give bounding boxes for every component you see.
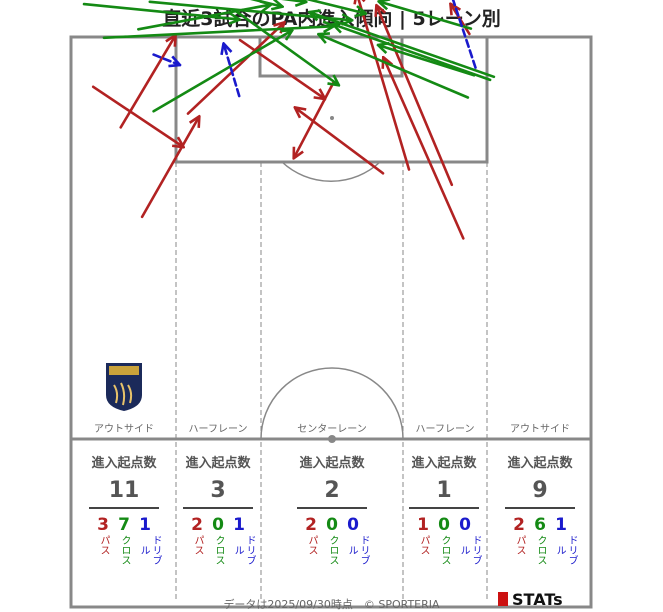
pass-arrow-6 <box>296 108 385 175</box>
cross-count: 0 <box>438 515 450 535</box>
center-circle <box>260 367 404 440</box>
pass-word: パス <box>306 535 317 555</box>
underline <box>505 507 575 509</box>
cross-count: 0 <box>212 515 224 535</box>
cross-word: クロス <box>327 535 338 565</box>
cross-arrow-11 <box>233 8 338 84</box>
lane-panel-2: 進入起点数 3 2 パス 0 クロス 1 ドリブル <box>168 452 268 565</box>
pass-count: 1 <box>417 515 429 535</box>
pass-word: パス <box>192 535 203 555</box>
cross-arrow-1 <box>281 0 305 2</box>
dribble-arrow-2 <box>224 45 241 98</box>
brand-logo: STATs <box>498 590 563 609</box>
lane-label-1: アウトサイド <box>94 423 154 435</box>
cross-arrow-10 <box>305 0 365 13</box>
lane-panel-1: 進入起点数 11 3 パス 7 クロス 1 ドリブル <box>74 452 174 565</box>
lane-panel-3: 進入起点数 2 2 パス 0 クロス 0 ドリブル <box>282 452 382 565</box>
pass-word: パス <box>514 535 525 555</box>
pass-arrow-9 <box>357 0 411 171</box>
club-crest-icon <box>106 363 142 411</box>
dribble-arrow-1 <box>152 53 179 65</box>
start-count-total: 9 <box>532 478 548 503</box>
dribble-word: ドリブル <box>346 535 369 565</box>
underline <box>297 507 367 509</box>
lane-labels: アウトサイド ハーフレーン センターレーン ハーフレーン アウトサイド <box>94 423 570 435</box>
underline <box>409 507 479 509</box>
cross-count: 6 <box>534 515 546 535</box>
cross-word: クロス <box>535 535 546 565</box>
pass-arrow-11 <box>384 58 465 240</box>
lane-panel-4: 進入起点数 1 1 パス 0 クロス 0 ドリブル <box>394 452 494 565</box>
start-count-total: 1 <box>436 478 452 503</box>
dribble-word: ドリブル <box>554 535 577 565</box>
pass-arrow-7 <box>294 81 335 157</box>
cross-arrow-6 <box>137 5 269 31</box>
footer-note: データは2025/09/30時点 © SPORTERIA <box>223 598 440 611</box>
pass-count: 2 <box>513 515 525 535</box>
cross-arrow-15 <box>310 13 496 79</box>
dribble-count: 1 <box>233 515 245 535</box>
cross-word: クロス <box>213 535 224 565</box>
cross-word: クロス <box>119 535 130 565</box>
brand-mark-icon <box>498 592 508 606</box>
underline <box>183 507 253 509</box>
cross-count: 0 <box>326 515 338 535</box>
dribble-word: ドリブル <box>138 535 161 565</box>
start-count-label: 進入起点数 <box>185 456 251 471</box>
start-count-total: 2 <box>324 478 340 503</box>
cross-word: クロス <box>439 535 450 565</box>
pass-count: 2 <box>191 515 203 535</box>
lane-label-2: ハーフレーン <box>189 424 248 435</box>
penalty-area <box>174 35 489 164</box>
pass-arrow-2 <box>91 85 182 147</box>
dribble-count: 0 <box>459 515 471 535</box>
underline <box>89 507 159 509</box>
entry-arrows <box>82 0 496 240</box>
start-count-total: 3 <box>210 478 226 503</box>
start-count-label: 進入起点数 <box>91 456 157 471</box>
pass-count: 3 <box>97 515 109 535</box>
cross-arrow-16 <box>320 35 470 99</box>
pass-word: パス <box>98 535 109 555</box>
dribble-count: 1 <box>555 515 567 535</box>
cross-count: 7 <box>118 515 130 535</box>
pass-arrow-3 <box>140 117 199 219</box>
lane-panel-5: 進入起点数 9 2 パス 6 クロス 1 ドリブル <box>490 452 590 565</box>
pitch-lines <box>69 35 593 609</box>
dribble-word: ドリブル <box>458 535 481 565</box>
cross-arrow-8 <box>250 0 281 6</box>
start-count-total: 11 <box>108 478 140 503</box>
lane-label-3: センターレーン <box>297 423 367 435</box>
penalty-spot <box>330 116 334 120</box>
pass-arrow-5 <box>238 38 324 98</box>
dribble-word: ドリブル <box>232 535 255 565</box>
pass-count: 2 <box>305 515 317 535</box>
cross-arrow-4 <box>82 2 239 19</box>
start-count-label: 進入起点数 <box>411 456 477 471</box>
start-count-label: 進入起点数 <box>299 456 365 471</box>
cross-arrow-17 <box>379 45 476 77</box>
center-spot <box>328 435 336 443</box>
cross-arrow-14 <box>334 25 492 82</box>
cross-arrow-5 <box>102 26 333 40</box>
start-count-label: 進入起点数 <box>507 456 573 471</box>
dribble-arrow-3 <box>451 0 477 69</box>
pass-arrow-4 <box>186 23 284 115</box>
cross-arrow-18 <box>152 31 292 113</box>
lane-label-5: アウトサイド <box>510 423 570 435</box>
pass-word: パス <box>418 535 429 555</box>
pass-arrow-1 <box>119 36 175 129</box>
pass-arrow-10 <box>377 6 454 187</box>
dribble-count: 0 <box>347 515 359 535</box>
brand-text: STATs <box>512 590 563 609</box>
penalty-arc <box>281 161 381 182</box>
lane-label-4: ハーフレーン <box>416 424 475 435</box>
cross-arrow-13 <box>380 2 473 30</box>
dribble-count: 1 <box>139 515 151 535</box>
